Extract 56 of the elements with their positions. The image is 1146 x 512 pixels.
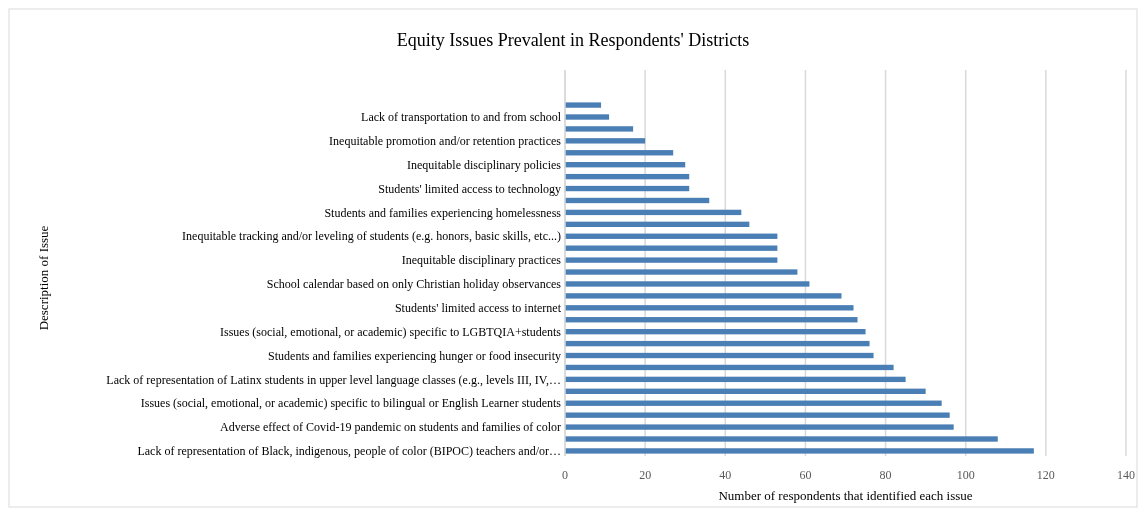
bar	[565, 400, 942, 406]
bar	[565, 412, 950, 418]
bar	[565, 221, 750, 228]
x-tick-label: 0	[562, 468, 568, 482]
bar	[565, 269, 798, 275]
bar	[565, 293, 842, 299]
x-tick-label: 100	[956, 468, 975, 482]
y-tick-label: Students and families experiencing hunger or food insecurity	[268, 348, 561, 363]
bar	[565, 150, 674, 156]
y-tick-label: Lack of representation of Black, indigenous, people of color (BIPOC) teachers and/or…	[137, 444, 561, 459]
x-tick-label: 120	[1036, 468, 1055, 482]
y-tick-label: School calendar based on only Christian holiday observances	[266, 277, 562, 292]
y-tick-label: Adverse effect of Covid-19 pandemic on students and families of color	[219, 420, 561, 435]
y-tick-label: Issues (social, emotional, or academic) specific to bilingual or English Learner students	[140, 396, 562, 411]
y-tick-label: Inequitable tracking and/or leveling of students (e.g. honors, basic skills, etc...)	[182, 229, 561, 244]
bar	[565, 340, 870, 347]
x-tick-label: 20	[639, 468, 652, 482]
bar	[565, 376, 906, 383]
bar	[565, 197, 710, 204]
y-tick-label: Students' limited access to technology	[378, 181, 561, 196]
y-tick-label: Students' limited access to internet	[394, 301, 562, 316]
y-tick-label: Inequitable disciplinary policies	[407, 157, 562, 172]
y-tick-label: Lack of representation of Latinx students in upper level language classes (e.g., levels III, IV,…	[106, 372, 561, 387]
bar	[565, 185, 690, 192]
x-tick-label: 140	[1117, 468, 1135, 482]
y-tick-label: Students and families experiencing homelessness	[324, 205, 562, 220]
bar	[565, 233, 778, 239]
bar	[565, 209, 742, 216]
bar	[565, 257, 778, 263]
bar	[565, 102, 602, 108]
bar	[565, 328, 866, 335]
bar	[565, 436, 998, 442]
bar	[565, 424, 954, 430]
bar	[565, 448, 1034, 454]
x-tick-label: 80	[879, 468, 892, 482]
bar	[565, 173, 690, 180]
chart-title: Equity Issues Prevalent in Respondents' Districts	[396, 30, 750, 50]
bar	[565, 245, 778, 251]
bar	[565, 317, 858, 323]
y-tick-label: Inequitable disciplinary practices	[401, 253, 562, 268]
y-tick-label: Inequitable promotion and/or retention practices	[329, 134, 562, 149]
x-tick-label: 60	[799, 468, 812, 482]
bar	[565, 114, 610, 120]
y-axis-title: Description of Issue	[36, 225, 51, 331]
bar	[565, 281, 810, 287]
bar	[565, 364, 894, 371]
bar	[565, 388, 926, 394]
bar	[565, 352, 874, 359]
x-axis-title: Number of respondents that identified each issue	[718, 488, 973, 503]
y-tick-label: Lack of transportation to and from school	[361, 110, 562, 125]
bar	[565, 305, 854, 311]
bar	[565, 162, 686, 168]
bar	[565, 138, 646, 144]
bar	[565, 126, 634, 132]
x-tick-label: 40	[719, 468, 732, 482]
y-tick-label: Issues (social, emotional, or academic) specific to LGBTQIA+students	[219, 324, 562, 339]
